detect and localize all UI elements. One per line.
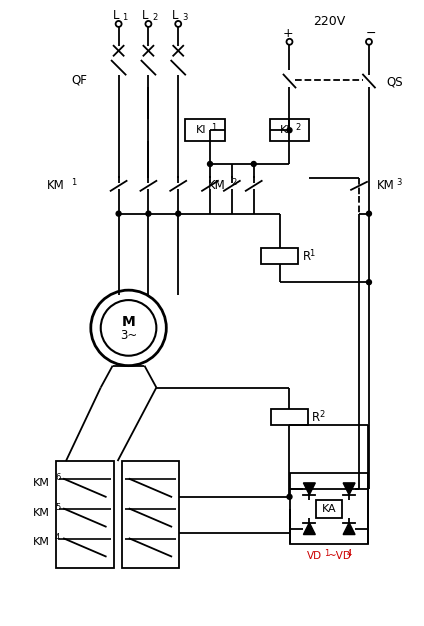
Circle shape [251, 162, 256, 167]
Text: R: R [302, 250, 310, 263]
Text: 1: 1 [71, 178, 76, 187]
Bar [271, 409, 308, 425]
Bar [56, 461, 114, 568]
Text: QS: QS [387, 75, 404, 88]
Text: R: R [312, 411, 321, 424]
Text: 5: 5 [55, 503, 60, 512]
Polygon shape [343, 523, 355, 535]
Text: KM: KM [33, 478, 50, 488]
Bar [261, 249, 298, 264]
Text: 4: 4 [55, 533, 60, 542]
Circle shape [366, 211, 371, 216]
Text: KM: KM [33, 508, 50, 518]
Text: 3~: 3~ [120, 329, 137, 342]
Bar [122, 461, 179, 568]
Bar [316, 500, 342, 518]
Text: KA: KA [322, 504, 337, 514]
Text: +: + [282, 28, 293, 40]
Text: 3: 3 [397, 178, 402, 187]
Text: KI: KI [280, 125, 291, 135]
Text: L: L [142, 9, 149, 23]
Text: 1: 1 [324, 549, 329, 558]
Text: 1: 1 [123, 13, 128, 23]
Text: QF: QF [71, 73, 87, 86]
Text: M: M [122, 315, 135, 329]
Text: 6: 6 [55, 473, 60, 483]
Text: 2: 2 [152, 13, 158, 23]
Text: 1: 1 [211, 123, 216, 131]
Text: 2: 2 [319, 410, 324, 419]
Text: KM: KM [377, 179, 395, 192]
Circle shape [116, 211, 121, 216]
Text: L: L [172, 9, 179, 23]
Circle shape [287, 495, 292, 500]
Polygon shape [343, 483, 355, 495]
Circle shape [366, 280, 371, 285]
Circle shape [207, 162, 212, 167]
Text: KM: KM [208, 179, 226, 192]
Text: KM: KM [33, 538, 50, 548]
Text: ~VD: ~VD [328, 552, 352, 562]
Text: −: − [366, 28, 376, 40]
Text: VD: VD [307, 552, 322, 562]
Text: KM: KM [47, 179, 65, 192]
Text: 220V: 220V [313, 16, 346, 28]
Bar [185, 120, 225, 141]
Bar [290, 473, 368, 545]
Text: L: L [112, 9, 119, 23]
Polygon shape [304, 523, 315, 535]
Polygon shape [304, 483, 315, 495]
Text: 3: 3 [182, 13, 187, 23]
Text: 1: 1 [310, 249, 315, 258]
Circle shape [176, 211, 181, 216]
Text: 2: 2 [296, 123, 301, 131]
Text: 2: 2 [232, 178, 237, 187]
Bar [270, 120, 310, 141]
Text: KI: KI [196, 125, 206, 135]
Circle shape [287, 128, 292, 133]
Text: 4: 4 [347, 549, 352, 558]
Circle shape [146, 211, 151, 216]
